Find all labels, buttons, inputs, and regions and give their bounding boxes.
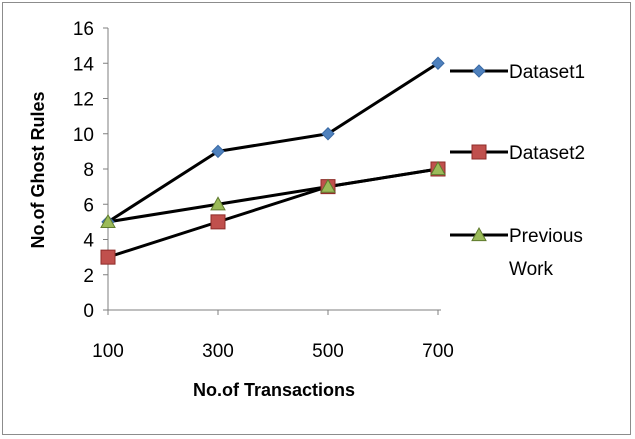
diamond-marker xyxy=(431,56,445,70)
y-tick-label: 10 xyxy=(73,125,94,146)
legend-label: Dataset1 xyxy=(509,62,585,83)
x-tick-label: 300 xyxy=(202,341,234,362)
triangle-marker xyxy=(210,196,226,211)
legend-label: Previous xyxy=(509,226,583,247)
square-marker xyxy=(471,144,487,160)
diamond-marker xyxy=(321,127,335,141)
legend-label: Dataset2 xyxy=(509,143,585,164)
series-line xyxy=(107,61,439,224)
triangle-marker xyxy=(471,226,487,242)
diamond-marker xyxy=(211,144,225,159)
y-tick-label: 4 xyxy=(83,231,94,252)
y-tick-label: 12 xyxy=(73,90,94,111)
x-tick-label: 100 xyxy=(92,341,124,362)
triangle-marker xyxy=(320,178,336,193)
legend: Dataset1 Dataset2 Previous Work xyxy=(450,62,585,280)
series-markers-previous-work xyxy=(100,160,446,228)
legend-item: Dataset2 xyxy=(450,143,585,164)
series-previous-work xyxy=(107,167,439,224)
x-axis-ticks: 100 300 500 700 xyxy=(92,310,454,362)
legend-item: Previous Work xyxy=(450,226,583,280)
x-tick-label: 700 xyxy=(422,341,454,362)
square-marker xyxy=(100,249,116,265)
x-axis-title: No.of Transactions xyxy=(193,380,355,400)
y-tick-label: 8 xyxy=(83,160,94,181)
y-axis-title: No.of Ghost Rules xyxy=(28,92,48,249)
series-layer xyxy=(100,56,446,265)
y-tick-label: 0 xyxy=(83,301,94,322)
y-tick-label: 16 xyxy=(73,19,94,40)
x-tick-label: 500 xyxy=(312,341,344,362)
legend-item: Dataset1 xyxy=(450,62,585,83)
series-line xyxy=(107,167,439,224)
diamond-marker xyxy=(472,64,486,78)
y-tick-label: 14 xyxy=(73,54,95,75)
y-axis-ticks: 0 2 4 6 8 10 12 14 16 xyxy=(73,19,108,322)
square-marker xyxy=(210,214,226,230)
legend-label: Work xyxy=(509,259,553,280)
y-tick-label: 2 xyxy=(83,266,94,287)
y-tick-label: 6 xyxy=(83,195,94,216)
series-dataset1 xyxy=(107,61,439,224)
triangle-marker xyxy=(100,213,116,228)
triangle-marker xyxy=(430,160,446,176)
